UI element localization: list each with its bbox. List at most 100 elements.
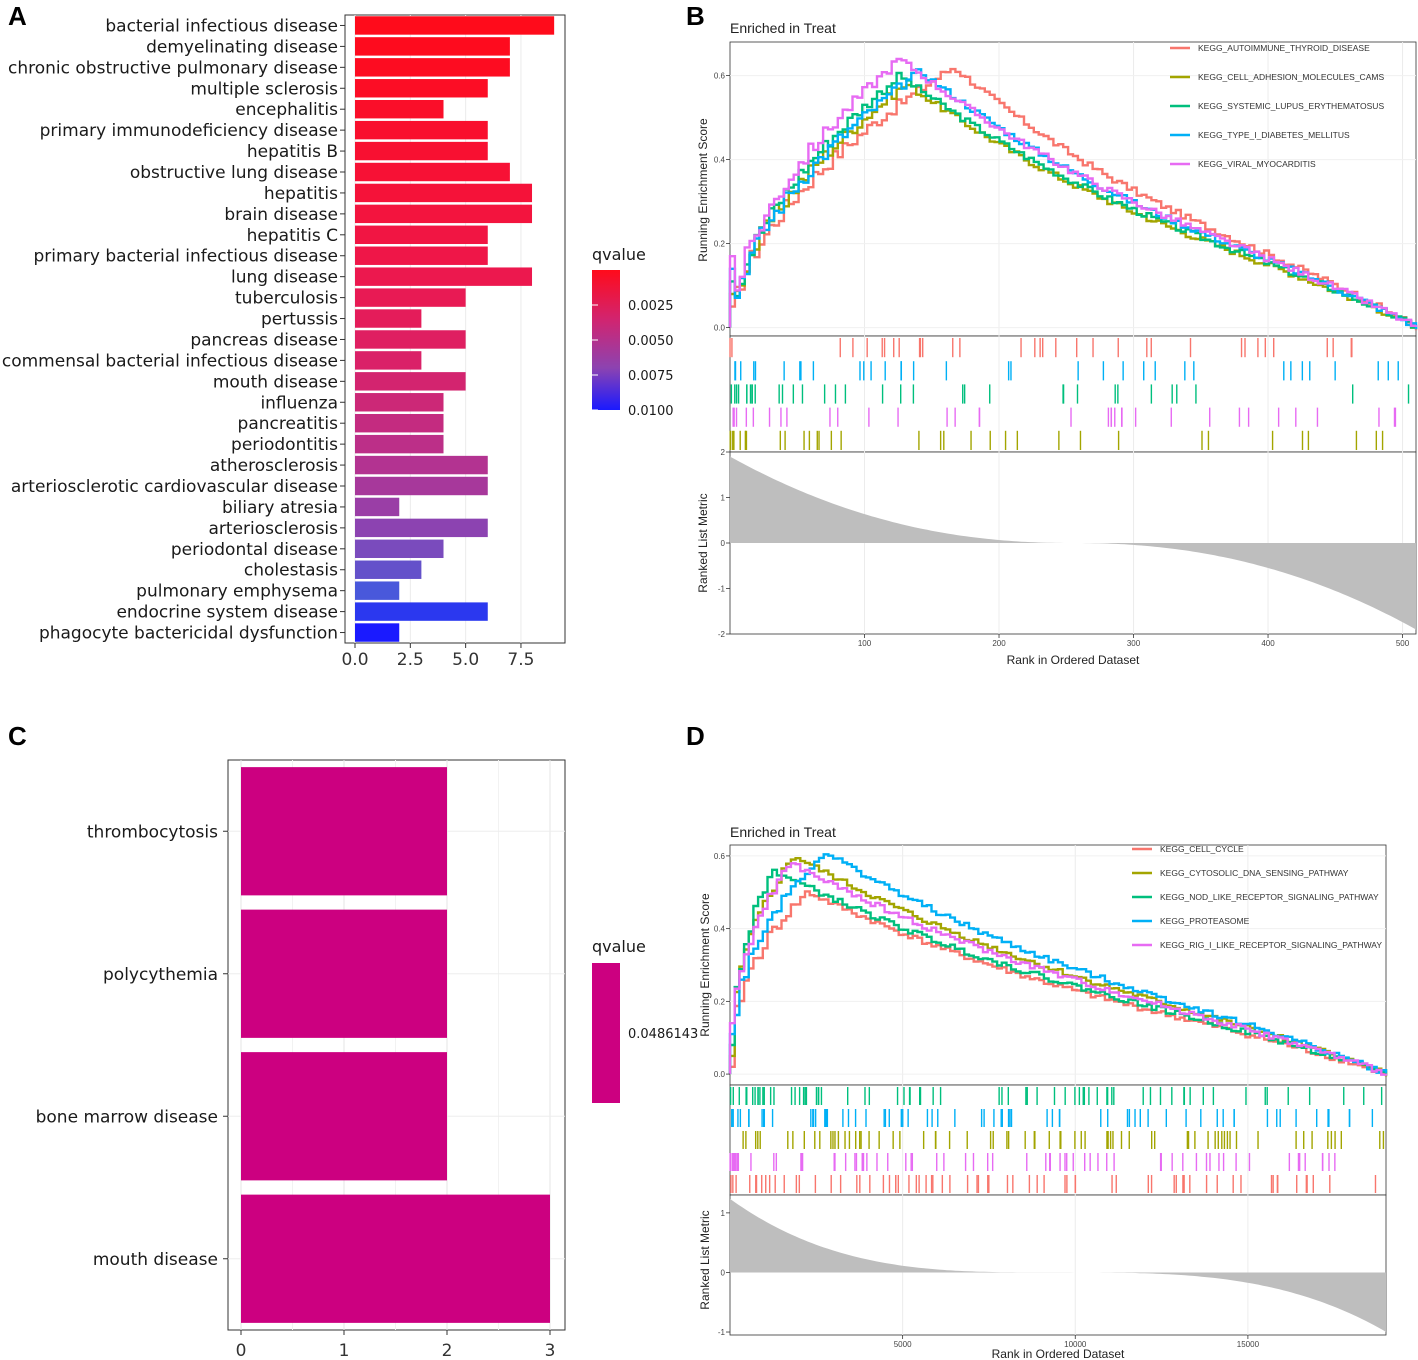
panel-d-xtick-label: 5000 xyxy=(894,1340,912,1349)
panel-a-category-label: obstructive lung disease xyxy=(130,163,338,183)
panel-c-xtick-label: 3 xyxy=(545,1341,556,1360)
panel-a-bar xyxy=(355,476,488,496)
panel-d-xtick-label: 10000 xyxy=(1064,1340,1087,1349)
panel-a-category-label: commensal bacterial infectious disease xyxy=(2,351,338,371)
panel-a-category-label: multiple sclerosis xyxy=(190,79,338,99)
panel-d-ytick-label: 0.4 xyxy=(714,925,726,934)
panel-a-bar xyxy=(355,560,422,579)
panel-d-legend-label: KEGG_PROTEASOME xyxy=(1160,916,1250,926)
panel-d-metric-tick-label: -1 xyxy=(718,1328,726,1337)
panel-a-category-label: cholestasis xyxy=(244,561,338,581)
panel-d-metric-area xyxy=(730,1198,1386,1332)
panel-a-category-label: chronic obstructive pulmonary disease xyxy=(8,58,338,78)
panel-a-bar xyxy=(355,58,510,77)
panel-a-category-label: arteriosclerotic cardiovascular disease xyxy=(11,477,338,497)
panel-b-xtick-label: 400 xyxy=(1261,639,1275,648)
panel-a-category-label: phagocyte bactericidal dysfunction xyxy=(39,624,338,644)
panel-a-bar xyxy=(355,162,510,182)
panel-c-xtick-label: 0 xyxy=(236,1341,247,1360)
panel-b-metric-tick-label: 2 xyxy=(721,448,726,457)
panel-d-gsea-plot: Enriched in Treat KEGG_CELL_CYCLE KEGG_CY… xyxy=(698,824,1388,1360)
panel-b-metric-area xyxy=(730,456,1416,630)
panel-c-bar xyxy=(241,909,447,1038)
panel-a-category-label: bacterial infectious disease xyxy=(105,16,338,36)
panel-a-category-label: mouth disease xyxy=(213,372,338,392)
panel-d-title: Enriched in Treat xyxy=(730,824,836,840)
panel-a-xtick-label: 2.5 xyxy=(397,650,424,670)
panel-b-legend-label: KEGG_VIRAL_MYOCARDITIS xyxy=(1198,159,1316,169)
panel-d-es-line xyxy=(728,862,1388,1076)
panel-a-bar xyxy=(355,497,400,517)
panel-a-bar xyxy=(355,267,533,286)
panel-b-xlabel: Rank in Ordered Dataset xyxy=(1007,653,1140,667)
panel-c-bar xyxy=(241,767,447,896)
panel-a-bar-chart: bacterial infectious diseasedemyelinatin… xyxy=(2,14,674,670)
panel-a-category-label: pertussis xyxy=(261,310,338,330)
panel-c-colorbar xyxy=(592,963,620,1103)
panel-a-category-label: biliary atresia xyxy=(222,498,338,518)
panel-c-xtick-label: 2 xyxy=(442,1341,453,1360)
panel-d-legend-label: KEGG_NOD_LIKE_RECEPTOR_SIGNALING_PATHWAY xyxy=(1160,892,1379,902)
panel-b-legend-label: KEGG_SYSTEMIC_LUPUS_ERYTHEMATOSUS xyxy=(1198,101,1384,111)
panel-a-bar xyxy=(355,37,510,56)
panel-a-xtick-label: 0.0 xyxy=(341,650,368,670)
panel-c-category-label: mouth disease xyxy=(93,1250,218,1270)
panel-c-legend: qvalue 0.0486143 xyxy=(592,937,698,1103)
panel-a-bar xyxy=(355,372,466,391)
panel-a-bar xyxy=(355,99,444,119)
panel-b-xtick-label: 200 xyxy=(992,639,1006,648)
panel-b-metric-tick-label: 1 xyxy=(721,494,726,503)
panel-b-xtick-label: 100 xyxy=(858,639,872,648)
panel-a-bar xyxy=(355,623,400,642)
panel-a-bar xyxy=(355,246,488,265)
panel-a-category-label: pulmonary emphysema xyxy=(136,582,338,602)
panel-d-legend-label: KEGG_CYTOSOLIC_DNA_SENSING_PATHWAY xyxy=(1160,868,1349,878)
panel-a-legend-tick: 0.0075 xyxy=(628,369,674,384)
panel-letter-a: A xyxy=(8,1,27,31)
panel-d-legend-label: KEGG_RIG_I_LIKE_RECEPTOR_SIGNALING_PATHW… xyxy=(1160,940,1382,950)
panel-b-ytick-label: 0.0 xyxy=(714,324,726,333)
panel-b-hits-area xyxy=(729,335,1417,453)
panel-c-category-label: bone marrow disease xyxy=(36,1107,218,1127)
panel-b-xtick-label: 300 xyxy=(1127,639,1141,648)
panel-b-metric-tick-label: -1 xyxy=(718,585,726,594)
panel-c-category-label: polycythemia xyxy=(103,965,218,985)
panel-d-es-area xyxy=(729,844,1387,1086)
panel-c-legend-title: qvalue xyxy=(592,937,646,956)
panel-a-xtick-label: 5.0 xyxy=(452,650,479,670)
panel-d-ylabel2: Ranked List Metric xyxy=(698,1210,712,1309)
panel-a-category-label: encephalitis xyxy=(235,100,338,120)
panel-a-category-label: hepatitis xyxy=(264,184,338,204)
panel-b-metric-tick-label: -2 xyxy=(718,630,726,639)
panel-a-category-label: periodontal disease xyxy=(171,540,338,560)
panel-a-category-label: primary bacterial infectious disease xyxy=(33,247,338,267)
panel-a-bar xyxy=(355,288,466,307)
panel-a-legend: qvalue 0.0025 0.0050 0.0075 0.0100 xyxy=(592,245,674,419)
panel-b-ylabel: Running Enrichment Score xyxy=(696,118,710,262)
panel-a-category-label: demyelinating disease xyxy=(146,37,338,57)
panel-c-bar xyxy=(241,1194,550,1323)
panel-a-category-label: pancreatitis xyxy=(238,414,339,434)
panel-a-legend-tick: 0.0100 xyxy=(628,404,674,419)
panel-a-bar xyxy=(355,351,422,370)
panel-a-bar xyxy=(355,183,533,203)
panel-b-ytick-label: 0.2 xyxy=(714,240,726,249)
panel-letter-c: C xyxy=(8,721,27,751)
panel-b-es-line xyxy=(728,71,1418,329)
panel-c-xtick-label: 1 xyxy=(339,1341,350,1360)
panel-a-legend-tick: 0.0025 xyxy=(628,299,674,314)
panel-d-es-line xyxy=(728,868,1388,1076)
panel-d-ytick-label: 0.2 xyxy=(714,997,726,1006)
panel-a-bar xyxy=(355,330,466,349)
panel-a-bar xyxy=(355,434,444,454)
panel-a-plot-area xyxy=(344,14,566,644)
panel-a-bar xyxy=(355,581,400,600)
panel-c-bar-chart: thrombocytosis polycythemia bone marrow di… xyxy=(36,759,698,1360)
panel-b-es-line xyxy=(728,57,1418,328)
panel-a-bar xyxy=(355,225,488,245)
panel-b-gsea-plot: Enriched in Treat KEGG_AUTOIMMUNE_THYROI… xyxy=(696,20,1418,667)
panel-b-legend-label: KEGG_CELL_ADHESION_MOLECULES_CAMS xyxy=(1198,72,1384,82)
panel-a-legend-tick: 0.0050 xyxy=(628,334,674,349)
panel-b-legend-label: KEGG_TYPE_I_DIABETES_MELLITUS xyxy=(1198,130,1350,140)
panel-b-es-area xyxy=(729,41,1417,337)
